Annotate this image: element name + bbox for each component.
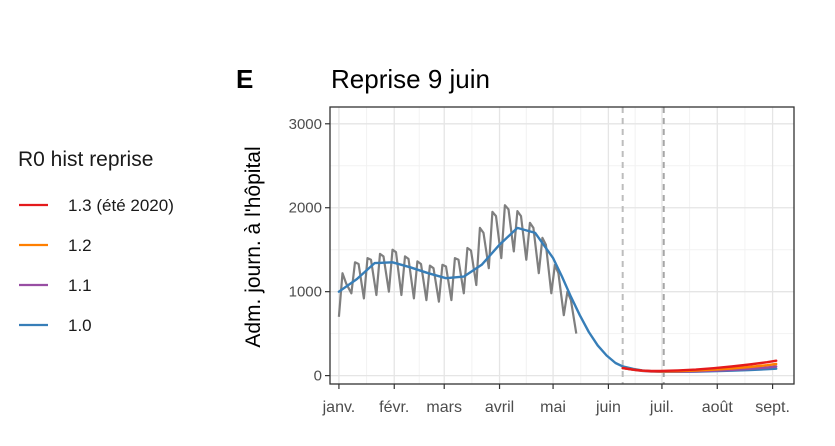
legend-items: 1.3 (été 2020) 1.2 1.1 1.0 [19,196,174,335]
legend-title: R0 hist reprise [18,148,153,171]
legend-item-label: 1.1 [68,276,92,295]
x-tick-label: janv. [322,399,356,416]
y-tick-label: 0 [314,368,322,385]
plot-background [330,107,794,384]
x-tick-label: août [702,399,734,416]
y-tick-label: 2000 [289,200,322,217]
y-tick-label: 3000 [289,116,322,133]
chart-title: Reprise 9 juin [331,64,490,94]
observed-series-line [337,204,578,334]
x-tick-label: sept. [755,399,790,416]
series-line-1-3 [621,359,778,373]
legend-item-label: 1.0 [68,316,92,335]
legend: R0 hist reprise 1.3 (été 2020) 1.2 1.1 1.0 [18,148,174,335]
legend-item-label: 1.3 (été 2020) [68,196,174,215]
x-tick-label: juil. [649,399,674,416]
plot-border [329,106,795,385]
x-tick-label: juin [595,399,621,416]
legend-item-label: 1.2 [68,236,92,255]
y-tick-label: 1000 [289,284,322,301]
x-tick-label: févr. [379,399,409,416]
y-axis-label: Adm. journ. à l'hôpital [242,146,265,347]
x-tick-label: avril [485,399,514,416]
x-tick-label: mai [540,399,566,416]
x-tick-label: mars [426,399,462,416]
panel-tag: E [236,64,253,94]
plot-area: 0 1000 2000 3000 janv. févr. mars avril mai juin j… [289,106,795,416]
